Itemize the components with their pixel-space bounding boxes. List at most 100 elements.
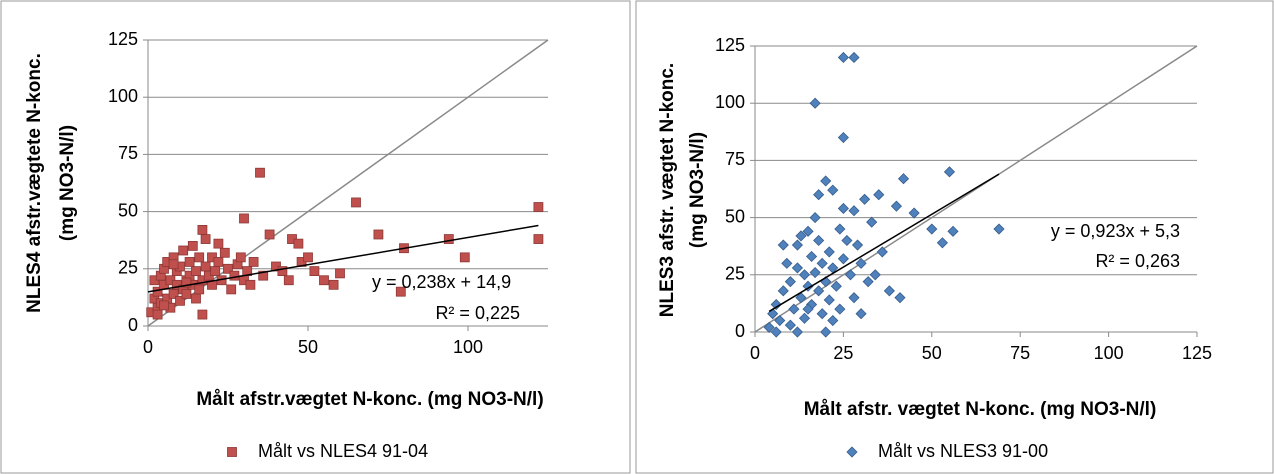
point xyxy=(226,284,237,295)
reference-line xyxy=(754,45,1198,333)
point xyxy=(335,268,345,279)
point xyxy=(841,234,853,247)
x-tick-label: 25 xyxy=(833,343,853,363)
point xyxy=(200,261,211,272)
point xyxy=(855,257,867,269)
point xyxy=(855,308,867,320)
point xyxy=(223,263,233,274)
point xyxy=(187,241,198,251)
x-axis-title: Målt afstr.vægtet N-konc. (mg NO3-N/l) xyxy=(196,389,543,410)
point xyxy=(813,285,825,297)
point xyxy=(820,175,832,187)
y-tick-label: 50 xyxy=(725,206,745,226)
point xyxy=(943,166,956,178)
point xyxy=(152,309,163,320)
point xyxy=(181,277,192,288)
point xyxy=(328,279,339,290)
y-tick-label: 0 xyxy=(735,321,745,341)
point xyxy=(258,270,269,281)
point xyxy=(283,275,294,286)
point xyxy=(802,225,814,237)
point xyxy=(781,257,793,269)
y-tick-label: 50 xyxy=(118,200,138,220)
trendline xyxy=(147,224,539,293)
x-tick-label: 100 xyxy=(453,337,483,357)
point xyxy=(837,51,849,64)
panel xyxy=(635,0,1274,474)
y-axis-title: NLES4 afstr.vægtete N-konc. xyxy=(24,53,45,313)
point xyxy=(813,189,825,201)
point xyxy=(813,234,825,247)
point xyxy=(191,266,201,276)
annotation: y = 0,238x + 14,9 xyxy=(372,272,511,292)
point xyxy=(443,234,454,244)
point xyxy=(770,298,782,311)
point xyxy=(255,167,265,178)
y-tick-label: 100 xyxy=(715,92,745,112)
y-tick-label: 100 xyxy=(108,86,138,106)
point xyxy=(774,314,786,327)
point xyxy=(798,269,811,281)
point xyxy=(820,326,832,338)
point xyxy=(791,239,803,251)
point xyxy=(795,292,807,304)
legend-label: Målt vs NLES4 91-04 xyxy=(258,441,428,461)
legend-label: Målt vs NLES3 91-00 xyxy=(878,441,1048,461)
point xyxy=(351,197,361,208)
point xyxy=(837,253,849,265)
point xyxy=(809,266,821,279)
y-axis-title: NLES3 afstr. vægtet N-konc. xyxy=(657,63,678,317)
x-tick-label: 0 xyxy=(143,337,153,357)
point xyxy=(175,295,185,306)
point xyxy=(837,202,849,215)
point xyxy=(809,97,821,109)
point xyxy=(834,223,846,235)
point xyxy=(168,259,179,270)
point xyxy=(210,266,221,276)
x-tick-label: 50 xyxy=(298,337,318,357)
point xyxy=(834,303,846,315)
annotation: R² = 0,263 xyxy=(1095,251,1180,271)
point xyxy=(197,225,208,235)
y-tick-label: 25 xyxy=(118,258,138,278)
x-tick-label: 75 xyxy=(1010,343,1030,363)
x-tick-label: 125 xyxy=(1182,343,1212,363)
point xyxy=(848,51,860,64)
point xyxy=(777,285,789,297)
point xyxy=(395,286,406,297)
point xyxy=(802,280,814,292)
point xyxy=(219,247,230,258)
y-tick-label: 0 xyxy=(128,315,138,335)
point xyxy=(248,257,259,267)
point xyxy=(851,239,864,251)
point xyxy=(784,319,796,331)
point xyxy=(823,246,835,258)
point xyxy=(844,269,857,281)
point xyxy=(264,229,275,240)
annotation: R² = 0,225 xyxy=(435,303,520,323)
point xyxy=(873,189,885,201)
point xyxy=(159,300,169,311)
point xyxy=(763,321,775,333)
point xyxy=(184,257,195,267)
point xyxy=(830,280,842,292)
point xyxy=(798,312,811,324)
point xyxy=(788,303,800,315)
point xyxy=(200,234,211,244)
point xyxy=(926,223,938,235)
y-axis-title: (mg NO3-N/l) xyxy=(57,125,78,241)
point xyxy=(862,276,874,288)
x-tick-label: 100 xyxy=(1094,343,1124,363)
point xyxy=(947,225,959,237)
point xyxy=(373,229,384,240)
point xyxy=(791,326,803,338)
point xyxy=(319,275,329,286)
point xyxy=(533,202,544,212)
point xyxy=(848,292,860,304)
y-tick-label: 25 xyxy=(725,264,745,284)
trendline xyxy=(768,173,1000,313)
point xyxy=(777,239,789,251)
point xyxy=(876,246,888,258)
point xyxy=(770,326,782,338)
